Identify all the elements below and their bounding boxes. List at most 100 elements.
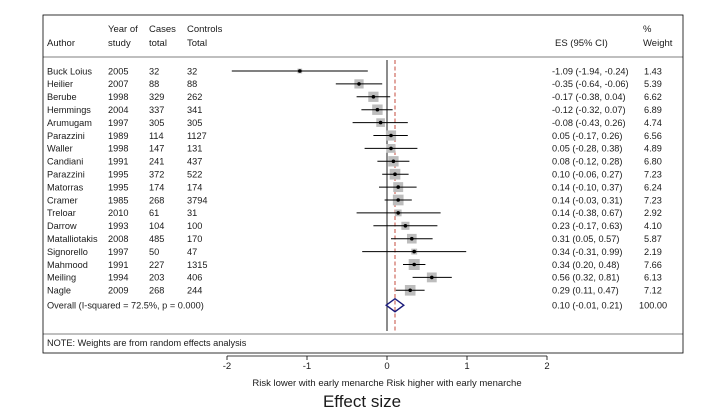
study-row: Parazzini 1995 372 522 0.10 (-0.06, 0.27) 7.2… bbox=[47, 168, 662, 180]
study-es-ci: 0.34 (-0.31, 0.99) bbox=[552, 247, 622, 257]
overall-es-ci: 0.10 (-0.01, 0.21) bbox=[552, 301, 622, 311]
study-weight: 4.74 bbox=[644, 118, 662, 128]
x-tick-label: 0 bbox=[384, 361, 389, 372]
study-cases: 329 bbox=[149, 92, 164, 102]
study-weight: 7.12 bbox=[644, 286, 662, 296]
study-author: Hemmings bbox=[47, 105, 91, 115]
study-weight: 5.87 bbox=[644, 234, 662, 244]
study-point-estimate bbox=[396, 211, 401, 215]
study-row: Treloar 2010 61 31 0.14 (-0.38, 0.67) 2.92 bbox=[47, 208, 662, 218]
study-cases: 372 bbox=[149, 170, 164, 180]
study-controls: 1127 bbox=[187, 131, 207, 141]
study-row: Berube 1998 329 262 -0.17 (-0.38, 0.04) 6.62 bbox=[47, 91, 662, 102]
study-es-ci: 0.23 (-0.17, 0.63) bbox=[552, 221, 622, 231]
study-row: Darrow 1993 104 100 0.23 (-0.17, 0.63) 4.10 bbox=[47, 221, 662, 231]
study-point-estimate bbox=[396, 198, 401, 202]
study-weight: 6.89 bbox=[644, 105, 662, 115]
study-point-estimate bbox=[298, 69, 302, 73]
study-year: 2008 bbox=[108, 234, 128, 244]
study-row: Mahmood 1991 227 1315 0.34 (0.20, 0.48) 7.66 bbox=[47, 259, 662, 270]
study-controls: 341 bbox=[187, 105, 202, 115]
study-author: Waller bbox=[47, 144, 73, 154]
study-weight: 5.39 bbox=[644, 79, 662, 89]
study-es-ci: 0.05 (-0.17, 0.26) bbox=[552, 131, 622, 141]
study-point-estimate bbox=[393, 172, 397, 176]
study-cases: 227 bbox=[149, 260, 164, 270]
study-es-ci: -0.17 (-0.38, 0.04) bbox=[552, 92, 626, 102]
x-tick-label: 2 bbox=[544, 361, 549, 372]
study-cases: 61 bbox=[149, 208, 159, 218]
study-row: Matalliotakis 2008 485 170 0.31 (0.05, 0.57)… bbox=[47, 233, 662, 244]
study-year: 1994 bbox=[108, 273, 128, 283]
study-row: Matorras 1995 174 174 0.14 (-0.10, 0.37) 6.24 bbox=[47, 182, 662, 192]
study-es-ci: 0.29 (0.11, 0.47) bbox=[552, 286, 619, 296]
study-cases: 337 bbox=[149, 105, 164, 115]
study-row: Arumugam 1997 305 305 -0.08 (-0.43, 0.26) 4.7… bbox=[47, 118, 662, 128]
study-es-ci: 0.05 (-0.28, 0.38) bbox=[552, 144, 622, 154]
study-row: Cramer 1985 268 3794 0.14 (-0.03, 0.31) 7.23 bbox=[47, 194, 662, 206]
study-author: Cramer bbox=[47, 195, 78, 205]
study-point-estimate bbox=[357, 82, 361, 86]
study-controls: 88 bbox=[187, 79, 197, 89]
note-text: NOTE: Weights are from random effects an… bbox=[47, 338, 247, 348]
study-row: Buck Loius 2005 32 32 -1.09 (-1.94, -0.24) 1.… bbox=[47, 66, 662, 76]
study-year: 1995 bbox=[108, 182, 128, 192]
study-es-ci: 0.34 (0.20, 0.48) bbox=[552, 260, 619, 270]
study-es-ci: -0.35 (-0.64, -0.06) bbox=[552, 79, 629, 89]
study-cases: 88 bbox=[149, 79, 159, 89]
study-controls: 244 bbox=[187, 286, 202, 296]
study-cases: 485 bbox=[149, 234, 164, 244]
study-author: Arumugam bbox=[47, 118, 92, 128]
study-es-ci: 0.14 (-0.38, 0.67) bbox=[552, 208, 622, 218]
header-cases-line2: total bbox=[149, 38, 167, 49]
study-year: 1991 bbox=[108, 157, 128, 167]
study-weight: 7.23 bbox=[644, 170, 662, 180]
x-axis-label: Risk lower with early menarche Risk high… bbox=[252, 378, 521, 389]
study-year: 1985 bbox=[108, 195, 128, 205]
study-es-ci: -0.08 (-0.43, 0.26) bbox=[552, 118, 626, 128]
study-row: Heilier 2007 88 88 -0.35 (-0.64, -0.06) 5.39 bbox=[47, 79, 662, 89]
study-cases: 174 bbox=[149, 182, 164, 192]
study-row: Parazzini 1989 114 1127 0.05 (-0.17, 0.26) 6.… bbox=[47, 130, 662, 141]
study-es-ci: 0.14 (-0.03, 0.31) bbox=[552, 195, 622, 205]
study-point-estimate bbox=[396, 185, 401, 189]
study-weight: 4.89 bbox=[644, 144, 662, 154]
x-tick-label: 1 bbox=[464, 361, 469, 372]
header-year-line2: study bbox=[108, 38, 131, 49]
study-weight: 2.92 bbox=[644, 208, 662, 218]
study-year: 1989 bbox=[108, 131, 128, 141]
study-author: Signorello bbox=[47, 247, 88, 257]
study-controls: 437 bbox=[187, 157, 202, 167]
study-controls: 3794 bbox=[187, 195, 207, 205]
study-author: Matalliotakis bbox=[47, 234, 98, 244]
study-author: Berube bbox=[47, 92, 77, 102]
study-year: 1997 bbox=[108, 247, 128, 257]
study-row: Waller 1998 147 131 0.05 (-0.28, 0.38) 4.89 bbox=[47, 144, 662, 154]
study-row: Candiani 1991 241 437 0.08 (-0.12, 0.28) 6.80 bbox=[47, 156, 662, 167]
study-point-estimate bbox=[375, 107, 380, 112]
study-controls: 406 bbox=[187, 273, 202, 283]
study-es-ci: -0.12 (-0.32, 0.07) bbox=[552, 105, 626, 115]
study-controls: 131 bbox=[187, 144, 202, 154]
study-controls: 522 bbox=[187, 170, 202, 180]
study-controls: 32 bbox=[187, 66, 197, 76]
study-author: Treloar bbox=[47, 208, 76, 218]
study-es-ci: 0.08 (-0.12, 0.28) bbox=[552, 157, 622, 167]
study-weight: 6.13 bbox=[644, 273, 662, 283]
study-cases: 147 bbox=[149, 144, 164, 154]
study-weight: 7.66 bbox=[644, 260, 662, 270]
overall-weight: 100.00 bbox=[639, 301, 667, 311]
study-controls: 31 bbox=[187, 208, 197, 218]
header-weight-line2: Weight bbox=[643, 38, 673, 49]
study-year: 1997 bbox=[108, 118, 128, 128]
study-cases: 32 bbox=[149, 66, 159, 76]
study-author: Nagle bbox=[47, 286, 71, 296]
x-tick-label: -1 bbox=[303, 361, 311, 372]
study-controls: 262 bbox=[187, 92, 202, 102]
study-controls: 1315 bbox=[187, 260, 207, 270]
header-controls-line1: Controls bbox=[187, 24, 223, 35]
study-controls: 305 bbox=[187, 118, 202, 128]
study-point-estimate bbox=[378, 120, 383, 125]
study-year: 1993 bbox=[108, 221, 128, 231]
x-tick-label: -2 bbox=[223, 361, 231, 372]
